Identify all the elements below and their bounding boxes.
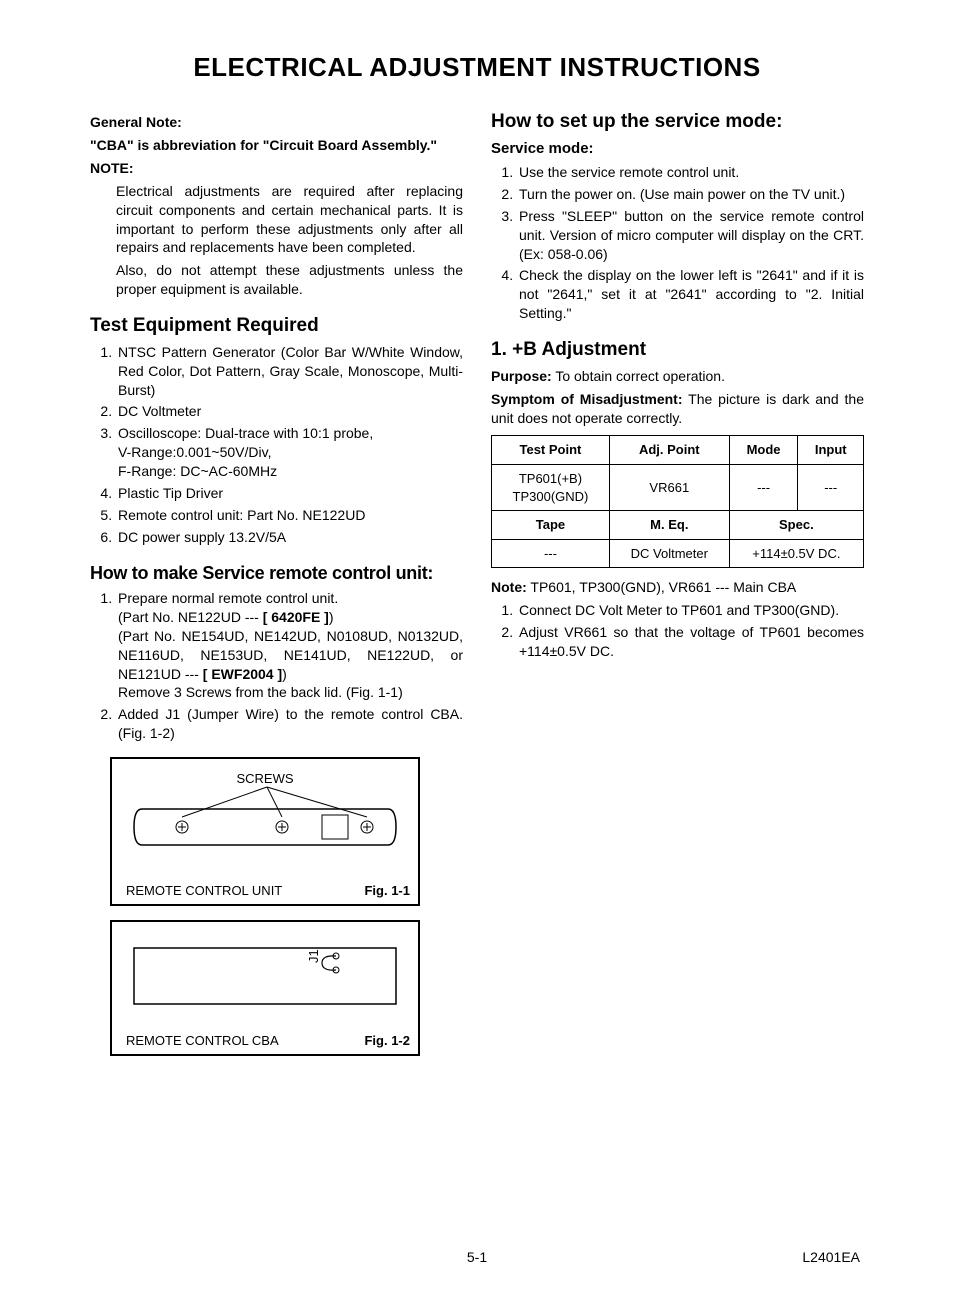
screw-icon xyxy=(276,821,288,833)
figure-1-1: SCREWS xyxy=(110,757,420,905)
th-spec: Spec. xyxy=(729,511,863,540)
sr-item-1c: (Part No. NE154UD, NE142UD, N0108UD, N01… xyxy=(118,627,463,684)
th-input: Input xyxy=(798,436,864,465)
svg-text:J1: J1 xyxy=(306,949,321,963)
adjustment-steps: Connect DC Volt Meter to TP601 and TP300… xyxy=(491,601,864,661)
figure-label: Fig. 1-2 xyxy=(364,1032,410,1050)
td: --- xyxy=(492,539,610,568)
list-item: Plastic Tip Driver xyxy=(116,484,463,503)
list-item: Connect DC Volt Meter to TP601 and TP300… xyxy=(517,601,864,620)
service-remote-heading: How to make Service remote control unit: xyxy=(90,561,463,585)
right-column: How to set up the service mode: Service … xyxy=(491,109,864,1068)
td: --- xyxy=(798,464,864,510)
table-row: --- DC Voltmeter +114±0.5V DC. xyxy=(492,539,864,568)
table-row: Tape M. Eq. Spec. xyxy=(492,511,864,540)
left-column: General Note: "CBA" is abbreviation for … xyxy=(90,109,463,1068)
list-item: Added J1 (Jumper Wire) to the remote con… xyxy=(116,705,463,743)
doc-code: L2401EA xyxy=(802,1248,860,1267)
general-note-text: "CBA" is abbreviation for "Circuit Board… xyxy=(90,136,463,155)
remote-control-cba-diagram: J1 xyxy=(122,932,408,1022)
list-item: NTSC Pattern Generator (Color Bar W/Whit… xyxy=(116,343,463,400)
service-mode-steps: Use the service remote control unit. Tur… xyxy=(491,163,864,323)
list-item: Turn the power on. (Use main power on th… xyxy=(517,185,864,204)
b-adjustment-heading: 1. +B Adjustment xyxy=(491,337,864,363)
note-para-2: Also, do not attempt these adjustments u… xyxy=(116,261,463,299)
figure-caption: REMOTE CONTROL UNIT xyxy=(126,882,282,900)
list-item: DC Voltmeter xyxy=(116,402,463,421)
screw-icon xyxy=(361,821,373,833)
td: DC Voltmeter xyxy=(609,539,729,568)
figure-label: Fig. 1-1 xyxy=(364,882,410,900)
td: +114±0.5V DC. xyxy=(729,539,863,568)
note-para-1: Electrical adjustments are required afte… xyxy=(116,182,463,258)
figure-1-2: J1 REMOTE CONTROL CBA Fig. 1-2 xyxy=(110,920,420,1056)
screws-label: SCREWS xyxy=(236,771,293,786)
page-footer: 5-1 L2401EA xyxy=(90,1248,864,1267)
table-row: TP601(+B) TP300(GND) VR661 --- --- xyxy=(492,464,864,510)
list-item: Press "SLEEP" button on the service remo… xyxy=(517,207,864,264)
purpose-line: Purpose: To obtain correct operation. xyxy=(491,367,864,386)
table-row: Test Point Adj. Point Mode Input xyxy=(492,436,864,465)
service-remote-list: Prepare normal remote control unit. (Par… xyxy=(90,589,463,743)
note-label: NOTE: xyxy=(90,159,463,178)
th-tape: Tape xyxy=(492,511,610,540)
general-note-label: General Note: xyxy=(90,113,463,132)
list-item: DC power supply 13.2V/5A xyxy=(116,528,463,547)
adjustment-table: Test Point Adj. Point Mode Input TP601(+… xyxy=(491,435,864,568)
page-number: 5-1 xyxy=(467,1248,487,1267)
figure-caption: REMOTE CONTROL CBA xyxy=(126,1032,279,1050)
purpose-label: Purpose: xyxy=(491,368,552,384)
td: --- xyxy=(729,464,798,510)
symptom-line: Symptom of Misadjustment: The picture is… xyxy=(491,390,864,428)
page-title: ELECTRICAL ADJUSTMENT INSTRUCTIONS xyxy=(90,50,864,85)
remote-control-unit-diagram: SCREWS xyxy=(122,769,408,871)
th-meq: M. Eq. xyxy=(609,511,729,540)
td: TP601(+B) TP300(GND) xyxy=(492,464,610,510)
th-adj-point: Adj. Point xyxy=(609,436,729,465)
note-block: Electrical adjustments are required afte… xyxy=(116,182,463,299)
test-equipment-list: NTSC Pattern Generator (Color Bar W/Whit… xyxy=(90,343,463,547)
setup-heading: How to set up the service mode: xyxy=(491,109,864,135)
sr-item-1a: Prepare normal remote control unit. xyxy=(118,590,338,606)
th-test-point: Test Point xyxy=(492,436,610,465)
note-text: TP601, TP300(GND), VR661 --- Main CBA xyxy=(530,579,796,595)
two-column-layout: General Note: "CBA" is abbreviation for … xyxy=(90,109,864,1068)
service-mode-label: Service mode: xyxy=(491,139,864,159)
table-note: Note: TP601, TP300(GND), VR661 --- Main … xyxy=(491,578,864,597)
list-item: Remote control unit: Part No. NE122UD xyxy=(116,506,463,525)
th-mode: Mode xyxy=(729,436,798,465)
td: VR661 xyxy=(609,464,729,510)
symptom-label: Symptom of Misadjustment: xyxy=(491,391,683,407)
screw-icon xyxy=(176,821,188,833)
note-label: Note: xyxy=(491,579,527,595)
list-item: Check the display on the lower left is "… xyxy=(517,266,864,323)
list-item: Prepare normal remote control unit. (Par… xyxy=(116,589,463,702)
sr-item-1d: Remove 3 Screws from the back lid. (Fig.… xyxy=(118,684,403,700)
list-item: Oscilloscope: Dual-trace with 10:1 probe… xyxy=(116,424,463,481)
test-equipment-heading: Test Equipment Required xyxy=(90,313,463,339)
list-item: Adjust VR661 so that the voltage of TP60… xyxy=(517,623,864,661)
list-item: Use the service remote control unit. xyxy=(517,163,864,182)
sr-item-1b: (Part No. NE122UD --- [ 6420FE ]) xyxy=(118,609,334,625)
purpose-text: To obtain correct operation. xyxy=(555,368,725,384)
j1-jumper-icon: J1 xyxy=(306,949,339,973)
